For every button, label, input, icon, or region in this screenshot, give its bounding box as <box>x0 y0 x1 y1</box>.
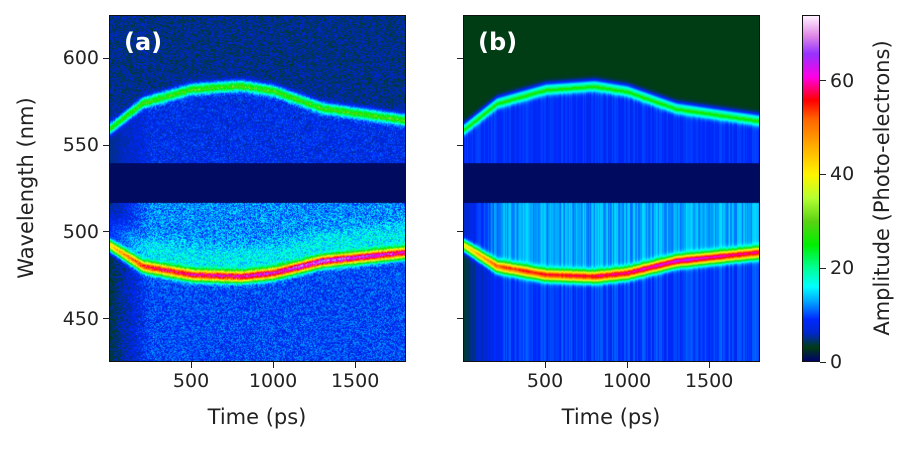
colorbar-tick <box>820 361 826 363</box>
x-tick-label: 500 <box>526 370 564 392</box>
x-tick <box>272 362 274 368</box>
y-tick <box>103 231 109 233</box>
y-tick-label: 450 <box>62 307 99 330</box>
heatmap-image-b <box>464 16 759 361</box>
x-tick-label: 1000 <box>248 370 298 392</box>
colorbar-tick <box>820 173 826 175</box>
y-tick <box>457 57 463 59</box>
colorbar-tick-label: 40 <box>830 163 855 186</box>
x-tick-label: 1000 <box>602 370 652 392</box>
panel-label-a: (a) <box>124 28 163 56</box>
heatmap-panel-b: (b) <box>463 15 760 362</box>
heatmap-image-a <box>110 16 405 361</box>
y-tick-label: 550 <box>62 134 99 157</box>
x-tick <box>708 362 710 368</box>
x-axis-label-b: Time (ps) <box>561 405 661 429</box>
x-tick-label: 1500 <box>684 370 734 392</box>
colorbar-tick-label: 60 <box>830 69 855 92</box>
colorbar-label: Amplitude (Photo-electrons) <box>870 40 894 336</box>
panel-label-b: (b) <box>478 28 518 56</box>
y-tick <box>457 144 463 146</box>
colorbar-tick <box>820 80 826 82</box>
x-axis-label-a: Time (ps) <box>207 405 307 429</box>
x-tick <box>354 362 356 368</box>
y-tick <box>103 144 109 146</box>
heatmap-panel-a: (a) <box>109 15 406 362</box>
x-tick <box>190 362 192 368</box>
y-tick <box>103 318 109 320</box>
x-tick <box>626 362 628 368</box>
colorbar-tick-label: 20 <box>830 257 855 280</box>
y-tick <box>457 231 463 233</box>
colorbar-tick <box>820 267 826 269</box>
colorbar <box>802 15 820 362</box>
y-axis-label: Wavelength (nm) <box>14 97 38 279</box>
x-tick-label: 1500 <box>330 370 380 392</box>
y-tick <box>103 57 109 59</box>
y-tick-label: 600 <box>62 47 99 70</box>
y-tick <box>457 318 463 320</box>
x-tick <box>544 362 546 368</box>
y-tick-label: 500 <box>62 220 99 243</box>
x-tick-label: 500 <box>172 370 210 392</box>
colorbar-gradient <box>803 16 819 361</box>
colorbar-tick-label: 0 <box>830 351 843 373</box>
